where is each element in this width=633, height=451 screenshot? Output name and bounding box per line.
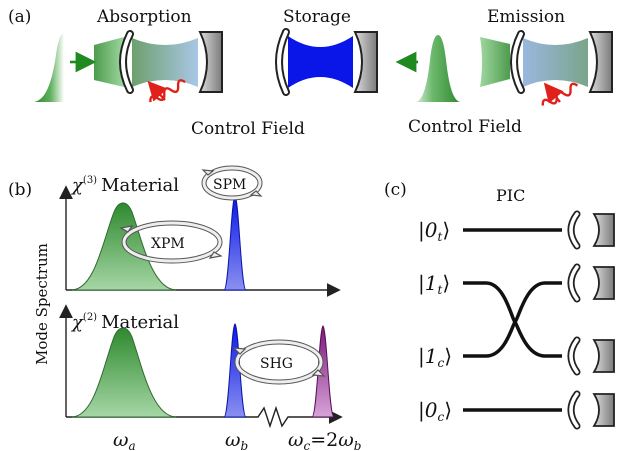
control-field-label-emission: Control Field [408,117,522,137]
emission-control-wave [541,82,579,106]
xpm-loop: XPM [119,220,223,264]
svg-text:|0t⟩: |0t⟩ [418,218,450,244]
outgoing-pulse [410,35,460,102]
storage-cavity-mode [288,36,353,88]
chi2-label: χ(2) Material [70,312,179,333]
stage-absorption-label: Absorption [96,7,192,27]
bottom-green-peak [71,327,177,418]
svg-text:|0c⟩: |0c⟩ [418,398,452,424]
panel-b-tag: (b) [8,180,32,200]
svg-text:|1c⟩: |1c⟩ [418,344,452,370]
shg-loop: SHG [232,339,326,385]
emission-back-mirror [588,31,613,93]
xpm-label: XPM [151,236,185,252]
storage-back-mirror [353,31,378,93]
absorption-back-mirror [198,31,223,93]
waveguide-1t [463,281,562,325]
panel-c-tag: (c) [384,180,407,200]
panel-a-tag: (a) [8,7,31,27]
incoming-pulse [34,33,64,102]
cavity-1t [567,263,615,303]
panel-c: (c) PIC |0t⟩ |1t⟩ |1c⟩ |0c⟩ [384,180,615,430]
cavity-0t [567,210,615,250]
stage-storage-label: Storage [283,7,351,27]
panel-b: (b) Mode Spectrum χ(3) Material SPM XPM [8,165,361,451]
chi3-label: χ(3) Material [70,175,179,196]
spm-loop: SPM [201,165,263,201]
absorption-beam [94,37,124,87]
cavity-0c [567,390,615,430]
cavity-1c [567,336,615,376]
omega-b-label: ωb [225,429,248,451]
top-blue-peak [223,195,247,291]
absorption-cavity-mode [132,38,198,87]
emission-cavity-mode [523,38,588,87]
ket-0c: |0c⟩ [418,398,452,424]
omega-c-label: ωc=2ωb [288,429,361,451]
ket-0t: |0t⟩ [418,218,450,244]
spm-label: SPM [213,177,246,193]
bottom-purple-peak [311,325,335,418]
mode-spectrum-ylabel: Mode Spectrum [33,243,51,365]
emission-beam [480,37,510,87]
ket-1c: |1c⟩ [418,344,452,370]
bottom-x-axis-broken [66,405,343,429]
svg-text:|1t⟩: |1t⟩ [418,271,450,297]
omega-a-label: ωa [113,429,136,451]
control-field-label-absorption: Control Field [191,119,305,139]
pic-title: PIC [496,186,525,205]
stage-emission-label: Emission [487,7,565,27]
absorption-control-wave [149,79,186,103]
bottom-blue-peak [223,323,247,418]
panel-a: (a) Absorption Control Field Storage Emi… [8,7,613,139]
waveguide-1c [463,319,562,358]
shg-label: SHG [260,356,293,372]
ket-1t: |1t⟩ [418,271,450,297]
